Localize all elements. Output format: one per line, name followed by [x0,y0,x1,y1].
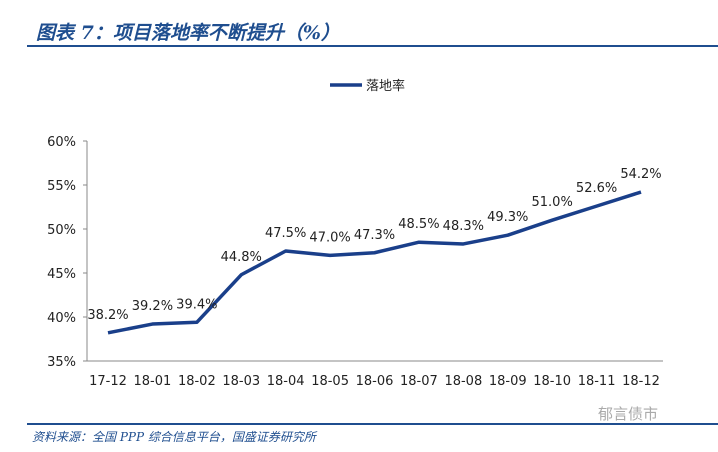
figure-title: 图表 7：项目落地率不断提升（%） [36,22,340,44]
data-label: 48.3% [443,219,484,234]
x-tick-label: 18-12 [622,374,660,389]
y-tick-label: 45% [47,267,76,282]
data-label: 47.5% [265,226,306,241]
data-label: 39.2% [132,299,173,314]
x-tick-label: 17-12 [89,374,127,389]
source-note: 资料来源：全国 PPP 综合信息平台，国盛证券研究所 [32,430,316,444]
x-tick-label: 18-04 [267,374,305,389]
y-tick-label: 60% [47,135,76,150]
data-label: 48.5% [398,217,439,232]
watermark: 郁言债市 [598,405,659,423]
title-divider [27,45,718,47]
data-label: 47.0% [309,230,350,245]
x-tick-label: 18-09 [489,374,527,389]
y-tick-label: 35% [47,355,76,370]
data-label: 39.4% [176,297,217,312]
x-tick-label: 18-10 [533,374,571,389]
y-tick-label: 50% [47,223,76,238]
x-tick-label: 18-06 [356,374,394,389]
data-label: 38.2% [87,308,128,323]
x-tick-label: 18-01 [134,374,172,389]
data-label: 51.0% [532,195,573,210]
data-label: 49.3% [487,210,528,225]
data-label: 47.3% [354,228,395,243]
data-label: 52.6% [576,181,617,196]
data-label: 54.2% [620,167,661,182]
y-tick-label: 40% [47,311,76,326]
x-tick-label: 18-03 [222,374,260,389]
x-tick-label: 18-02 [178,374,216,389]
x-tick-label: 18-05 [311,374,349,389]
source-divider [27,423,718,425]
y-tick-label: 55% [47,179,76,194]
series-line [107,190,642,335]
x-tick-label: 18-07 [400,374,438,389]
data-label: 44.8% [221,250,262,265]
legend-label: 落地率 [366,78,405,94]
x-tick-label: 18-11 [578,374,616,389]
x-tick-label: 18-08 [444,374,482,389]
